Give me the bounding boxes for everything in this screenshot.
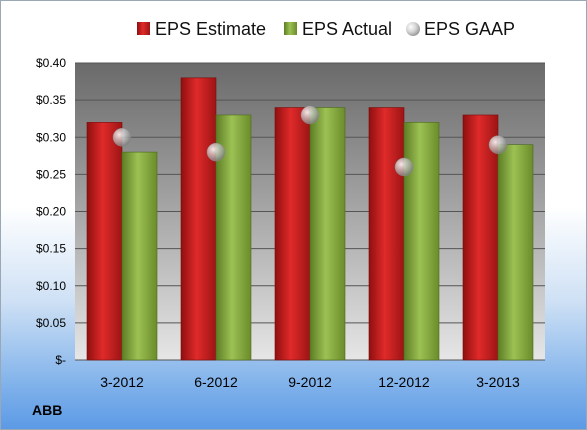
bar-eps-actual xyxy=(403,122,440,361)
bar-eps-estimate xyxy=(86,122,123,361)
bar-eps-estimate xyxy=(462,114,499,361)
y-tick-label: $0.25 xyxy=(36,167,66,181)
x-category-label: 3-2012 xyxy=(100,374,144,390)
x-axis-labels: 3-2012 6-2012 9-2012 12-2012 3-2013 xyxy=(100,374,520,390)
y-tick-label: $0.10 xyxy=(36,279,66,293)
marker-eps-gaap xyxy=(112,128,132,147)
bar-eps-estimate xyxy=(274,107,311,361)
marker-eps-gaap xyxy=(488,135,508,154)
y-tick-label: $- xyxy=(55,353,66,367)
legend-swatch-actual xyxy=(284,22,297,35)
y-tick-label: $0.15 xyxy=(36,242,66,256)
bar-eps-estimate xyxy=(368,107,405,361)
x-category-label: 9-2012 xyxy=(288,374,332,390)
x-category-label: 12-2012 xyxy=(378,374,430,390)
y-tick-label: $0.05 xyxy=(36,316,66,330)
bars xyxy=(86,77,534,361)
y-axis-ticks: $- $0.05 $0.10 $0.15 $0.20 $0.25 $0.30 $0.35 $0.… xyxy=(36,56,66,367)
marker-eps-gaap xyxy=(300,105,320,125)
legend-item-gaap: EPS GAAP xyxy=(406,19,515,39)
gaap-markers xyxy=(112,105,508,177)
bar-eps-actual xyxy=(121,151,158,361)
y-tick-label: $0.30 xyxy=(36,130,66,144)
legend-swatch-estimate xyxy=(137,22,150,35)
bar-eps-actual xyxy=(309,107,346,361)
legend-item-actual: EPS Actual xyxy=(284,19,392,39)
y-tick-label: $0.40 xyxy=(36,56,66,70)
company-label: ABB xyxy=(32,402,62,418)
legend-label-actual: EPS Actual xyxy=(302,19,392,39)
x-category-label: 3-2013 xyxy=(476,374,520,390)
x-category-label: 6-2012 xyxy=(194,374,238,390)
legend: EPS Estimate EPS Actual EPS GAAP xyxy=(137,19,515,39)
y-tick-label: $0.35 xyxy=(36,93,66,107)
marker-eps-gaap xyxy=(206,142,226,162)
legend-label-estimate: EPS Estimate xyxy=(155,19,266,39)
y-tick-label: $0.20 xyxy=(36,205,66,219)
bar-eps-actual xyxy=(497,144,534,361)
bar-eps-estimate xyxy=(180,77,217,361)
legend-label-gaap: EPS GAAP xyxy=(424,19,515,39)
legend-swatch-gaap xyxy=(406,22,420,36)
marker-eps-gaap xyxy=(394,157,414,177)
legend-item-estimate: EPS Estimate xyxy=(137,19,266,39)
